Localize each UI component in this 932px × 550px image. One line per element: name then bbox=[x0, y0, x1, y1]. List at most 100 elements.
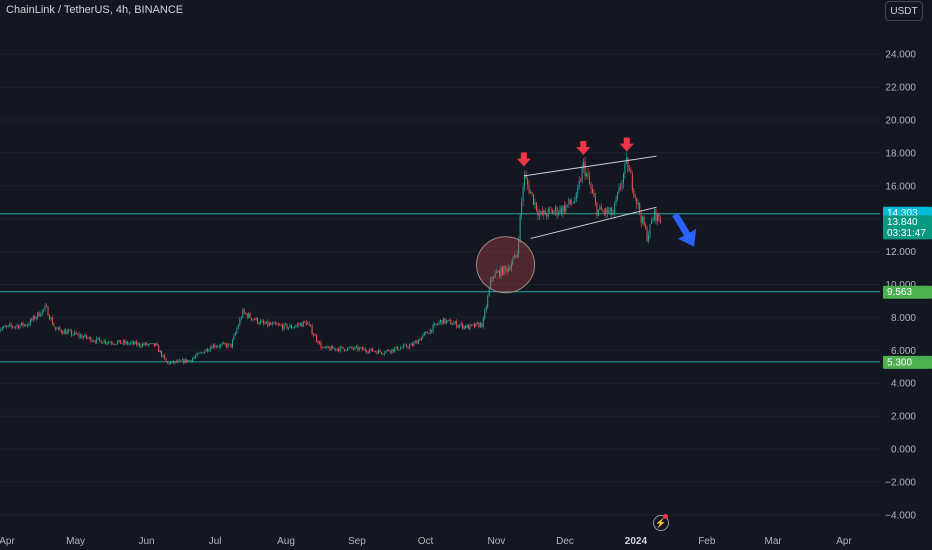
candle-body bbox=[352, 348, 354, 350]
candle-body bbox=[168, 362, 170, 365]
candle-body bbox=[199, 352, 201, 354]
candle-body bbox=[497, 271, 499, 273]
candle-body bbox=[147, 344, 149, 346]
candle-body bbox=[203, 351, 205, 354]
candle-body bbox=[373, 351, 375, 353]
candle-body bbox=[276, 324, 278, 325]
x-tick-label: 2024 bbox=[625, 536, 648, 547]
candle-body bbox=[43, 308, 45, 311]
candle-body bbox=[85, 334, 87, 338]
candlestick-series bbox=[0, 152, 661, 366]
candle-body bbox=[15, 326, 17, 328]
y-tick-label: 18.000 bbox=[885, 148, 916, 159]
candle-body bbox=[571, 202, 573, 204]
candle-body bbox=[159, 351, 161, 353]
currency-button[interactable]: USDT bbox=[885, 1, 923, 21]
x-tick-label: Oct bbox=[418, 536, 434, 547]
candle-body bbox=[394, 348, 396, 352]
x-tick-label: Dec bbox=[556, 536, 574, 547]
candle-body bbox=[563, 205, 565, 212]
candle-body bbox=[583, 161, 585, 168]
candle-body bbox=[259, 320, 261, 324]
candle-body bbox=[397, 346, 399, 351]
candle-body bbox=[134, 341, 136, 345]
candle-body bbox=[113, 343, 115, 345]
candle-body bbox=[316, 335, 318, 341]
candle-body bbox=[102, 343, 104, 344]
candle-body bbox=[587, 173, 589, 177]
candle-body bbox=[507, 268, 509, 272]
candle-body bbox=[28, 324, 30, 326]
candle-body bbox=[401, 347, 403, 349]
candle-body bbox=[341, 346, 343, 348]
candle-body bbox=[355, 346, 357, 348]
candle-body bbox=[53, 324, 55, 328]
candle-body bbox=[524, 174, 526, 187]
candle-body bbox=[326, 346, 328, 348]
y-tick-label: −2.000 bbox=[885, 477, 916, 488]
candle-body bbox=[289, 325, 291, 328]
candle-body bbox=[546, 214, 548, 217]
candle-body bbox=[22, 322, 24, 326]
candle-body bbox=[54, 327, 56, 330]
candle-body bbox=[137, 342, 139, 345]
candle-body bbox=[650, 221, 652, 224]
candle-body bbox=[144, 342, 146, 345]
candle-body bbox=[56, 328, 58, 330]
candle-body bbox=[302, 321, 304, 327]
candle-body bbox=[419, 339, 421, 341]
candle-body bbox=[500, 267, 502, 277]
candle-body bbox=[252, 319, 254, 320]
candle-body bbox=[456, 321, 458, 328]
candle-body bbox=[57, 327, 59, 329]
candle-body bbox=[406, 344, 408, 348]
candle-body bbox=[288, 327, 290, 329]
candle-body bbox=[621, 183, 623, 188]
candle-body bbox=[18, 325, 20, 329]
candle-body bbox=[72, 334, 74, 336]
candle-body bbox=[482, 318, 484, 327]
candle-body bbox=[634, 195, 636, 198]
candle-body bbox=[512, 259, 514, 265]
candle-body bbox=[478, 323, 480, 328]
candle-body bbox=[643, 216, 645, 226]
candle-body bbox=[345, 350, 347, 352]
symbol-title[interactable]: ChainLink / TetherUS, 4h, BINANCE bbox=[6, 4, 184, 16]
lightning-icon[interactable]: ⚡ bbox=[653, 515, 669, 531]
highlight-circle bbox=[476, 236, 536, 294]
candle-body bbox=[246, 313, 248, 318]
candle-body bbox=[438, 322, 440, 325]
candle-body bbox=[212, 344, 214, 349]
candle-body bbox=[26, 325, 28, 326]
red-down-arrow-icon bbox=[619, 137, 634, 152]
y-tick-label: 8.000 bbox=[891, 313, 916, 324]
candle-body bbox=[361, 347, 363, 350]
candle-body bbox=[580, 180, 582, 182]
candle-body bbox=[378, 350, 380, 354]
candle-body bbox=[414, 340, 416, 343]
candle-body bbox=[20, 322, 22, 326]
candle-body bbox=[333, 348, 335, 350]
candle-body bbox=[298, 324, 300, 326]
y-tick-label: −4.000 bbox=[885, 510, 916, 521]
candle-body bbox=[65, 330, 67, 335]
price-axis[interactable]: 24.00022.00020.00018.00016.00014.00012.0… bbox=[885, 50, 916, 522]
candle-body bbox=[637, 203, 639, 205]
candle-body bbox=[270, 323, 272, 325]
time-axis[interactable]: Apr May Jun Jul Aug Sep Oct Nov Dec 2024 Feb Mar Apr bbox=[0, 536, 852, 547]
candle-body bbox=[400, 347, 402, 350]
candle-body bbox=[84, 334, 86, 337]
candle-body bbox=[630, 170, 632, 174]
candle-body bbox=[658, 213, 660, 220]
candle-body bbox=[656, 213, 658, 222]
candle-body bbox=[41, 310, 43, 316]
candle-body bbox=[342, 346, 344, 349]
candle-body bbox=[473, 324, 475, 327]
candle-body bbox=[60, 329, 62, 333]
candle-body bbox=[164, 355, 166, 359]
candle-body bbox=[23, 324, 25, 326]
candle-body bbox=[460, 323, 462, 325]
candle-body bbox=[541, 211, 543, 215]
candle-body bbox=[504, 266, 506, 269]
